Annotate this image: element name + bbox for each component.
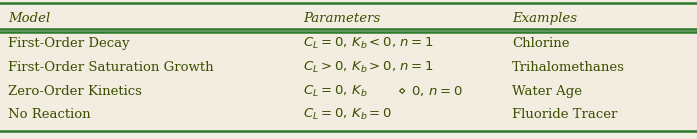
Text: $C_L = 0,\, K_b = 0$: $C_L = 0,\, K_b = 0$ (303, 107, 392, 122)
Text: First-Order Saturation Growth: First-Order Saturation Growth (8, 61, 214, 74)
Text: Examples: Examples (512, 12, 577, 25)
Text: No Reaction: No Reaction (8, 108, 91, 121)
Text: $C_L > 0,\, K_b > 0,\, n = 1$: $C_L > 0,\, K_b > 0,\, n = 1$ (303, 60, 434, 75)
Text: $0,\, n = 0$: $0,\, n = 0$ (411, 84, 462, 98)
Text: Fluoride Tracer: Fluoride Tracer (512, 108, 618, 121)
Text: Zero-Order Kinetics: Zero-Order Kinetics (8, 85, 142, 98)
Text: Trihalomethanes: Trihalomethanes (512, 61, 625, 74)
Text: Parameters: Parameters (303, 12, 381, 25)
Text: Model: Model (8, 12, 51, 25)
Text: $\diamond$: $\diamond$ (397, 85, 407, 98)
Text: $C_L = 0,\, K_b$: $C_L = 0,\, K_b$ (303, 84, 368, 99)
Text: Water Age: Water Age (512, 85, 582, 98)
Text: Chlorine: Chlorine (512, 37, 569, 50)
Text: $C_L = 0,\, K_b < 0,\, n = 1$: $C_L = 0,\, K_b < 0,\, n = 1$ (303, 36, 434, 51)
Text: First-Order Decay: First-Order Decay (8, 37, 130, 50)
